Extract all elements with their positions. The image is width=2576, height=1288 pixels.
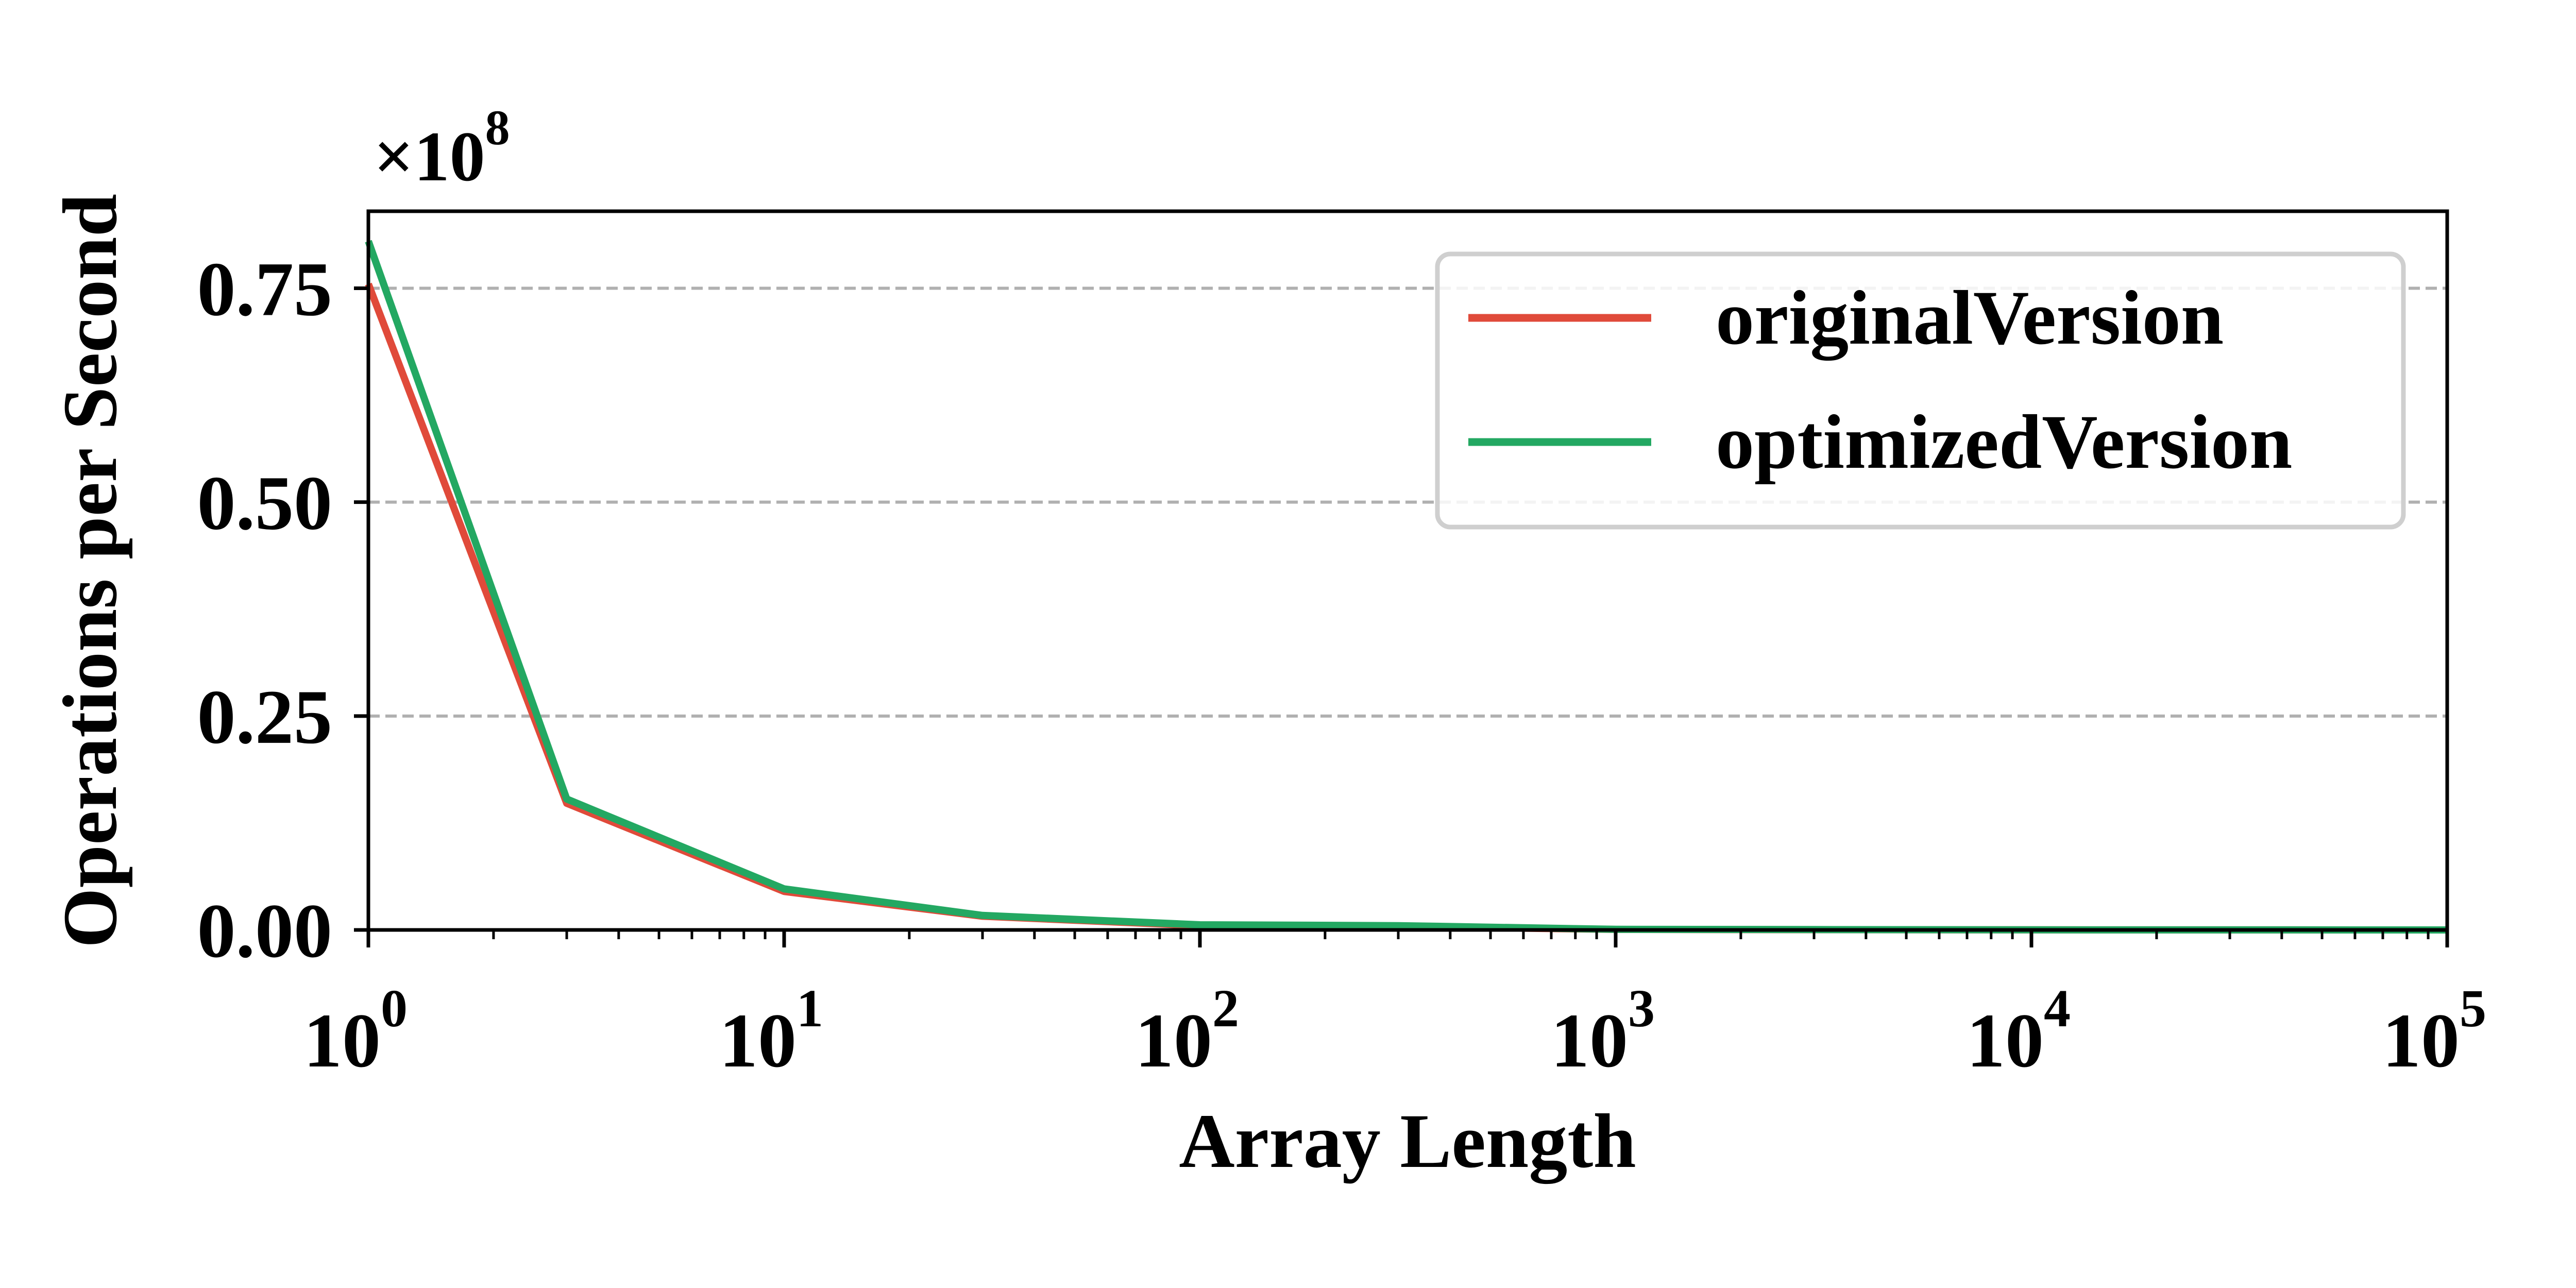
y-tick-label: 0.50: [197, 461, 333, 546]
x-tick-exponent: 4: [2044, 979, 2071, 1038]
y-multiplier-exponent: 8: [485, 100, 510, 155]
x-tick-base: 10: [1135, 998, 1212, 1083]
x-tick-exponent: 0: [381, 979, 408, 1038]
x-tick-label: 101: [719, 979, 823, 1083]
x-tick-base: 10: [303, 998, 381, 1083]
x-tick-base: 10: [719, 998, 796, 1083]
legend-label-original: originalVersion: [1716, 275, 2224, 361]
y-axis-ticks: 0.00 0.25 0.50 0.75: [197, 246, 368, 974]
x-tick-exponent: 3: [1628, 979, 1655, 1038]
x-tick-exponent: 5: [2460, 979, 2486, 1038]
grid-lines: [368, 286, 2447, 718]
y-tick-label: 0.00: [197, 888, 333, 974]
x-tick-base: 10: [2382, 998, 2460, 1083]
x-tick-label: 100: [303, 979, 408, 1083]
legend: originalVersion optimizedVersion: [1435, 251, 2406, 530]
x-tick-base: 10: [1551, 998, 1628, 1083]
x-axis-ticks: 100 101 102 103 104 105: [303, 930, 2486, 1083]
x-tick-label: 105: [2382, 979, 2486, 1083]
x-tick-label: 104: [1967, 979, 2071, 1083]
y-multiplier-base: ×10: [374, 117, 485, 196]
x-tick-label: 103: [1551, 979, 1655, 1083]
x-axis-label: Array Length: [1179, 1098, 1636, 1184]
y-tick-label: 0.25: [197, 674, 333, 760]
x-tick-exponent: 1: [796, 979, 823, 1038]
y-tick-label: 0.75: [197, 246, 333, 332]
y-multiplier: ×108: [374, 100, 510, 196]
plot-frame: [366, 209, 2449, 932]
x-tick-exponent: 2: [1212, 979, 1239, 1038]
x-tick-base: 10: [1967, 998, 2044, 1083]
legend-label-optimized: optimizedVersion: [1716, 399, 2292, 485]
x-tick-label: 102: [1135, 979, 1239, 1083]
legend-box: [1435, 251, 2406, 530]
y-axis-label: Operations per Second: [47, 194, 133, 948]
